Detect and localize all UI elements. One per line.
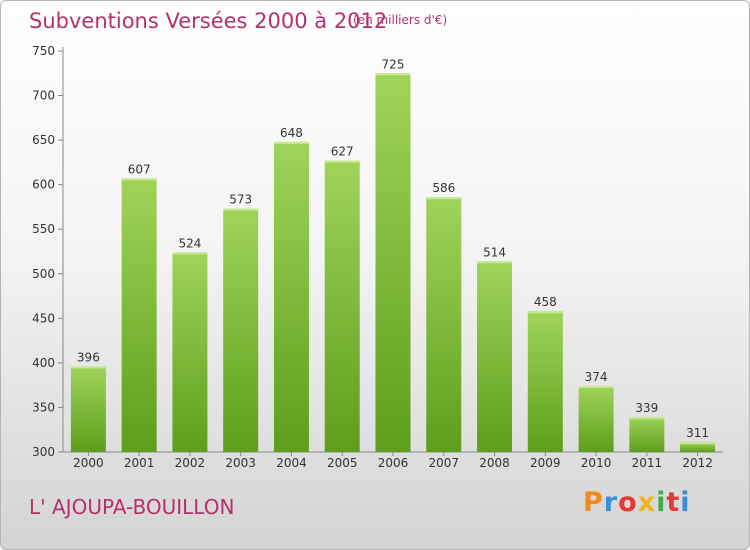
bar-2002 xyxy=(172,252,208,452)
bar-2011 xyxy=(629,417,665,452)
bar-value-label: 586 xyxy=(432,181,455,195)
y-tick-label: 700 xyxy=(32,89,55,103)
y-tick-label: 350 xyxy=(32,400,55,414)
bar-value-label: 524 xyxy=(178,236,201,250)
bar-value-label: 648 xyxy=(280,126,303,140)
x-tick-label: 2005 xyxy=(327,456,358,470)
x-tick-label: 2002 xyxy=(175,456,206,470)
bar-2004 xyxy=(273,141,309,453)
chart-title: Subventions Versées 2000 à 2012 xyxy=(29,9,388,33)
bar-2007 xyxy=(426,197,462,452)
logo-letter: i xyxy=(656,487,667,518)
logo-letter: P xyxy=(583,487,604,518)
logo-letter: i xyxy=(680,487,691,518)
x-tick-label: 2004 xyxy=(276,456,307,470)
bar-value-label: 374 xyxy=(585,370,608,384)
bar-2001 xyxy=(121,178,157,452)
y-tick-label: 500 xyxy=(32,267,55,281)
x-tick-label: 2006 xyxy=(378,456,409,470)
bar-value-label: 339 xyxy=(635,401,658,415)
bar-value-label: 607 xyxy=(128,162,151,176)
bar-2012 xyxy=(680,442,716,452)
bar-2010 xyxy=(578,386,614,452)
x-tick-label: 2008 xyxy=(479,456,510,470)
x-tick-label: 2003 xyxy=(225,456,256,470)
x-tick-label: 2000 xyxy=(73,456,104,470)
bar-value-label: 514 xyxy=(483,245,506,259)
x-tick-label: 2007 xyxy=(428,456,459,470)
y-tick-label: 450 xyxy=(32,311,55,325)
commune-name: L' AJOUPA-BOUILLON xyxy=(29,495,235,519)
bar-2006 xyxy=(375,73,411,453)
proxiti-logo: Proxiti xyxy=(583,487,691,518)
bar-value-label: 458 xyxy=(534,295,557,309)
bar-value-label: 725 xyxy=(382,57,405,71)
logo-letter: x xyxy=(637,487,657,518)
bar-2008 xyxy=(477,261,513,452)
x-tick-label: 2010 xyxy=(581,456,612,470)
bar-value-label: 311 xyxy=(686,426,709,440)
chart-unit-note: (en milliers d'€) xyxy=(353,13,448,27)
bar-value-label: 396 xyxy=(77,350,100,364)
bar-value-label: 627 xyxy=(331,145,354,159)
bar-2009 xyxy=(527,311,563,452)
logo-letter: r xyxy=(603,487,619,518)
logo-letter: o xyxy=(618,487,638,518)
y-tick-label: 600 xyxy=(32,178,55,192)
y-tick-label: 400 xyxy=(32,356,55,370)
bar-2000 xyxy=(70,366,106,452)
bar-2005 xyxy=(324,160,360,452)
bar-value-label: 573 xyxy=(229,193,252,207)
y-tick-label: 550 xyxy=(32,222,55,236)
y-tick-label: 650 xyxy=(32,133,55,147)
x-tick-label: 2012 xyxy=(682,456,713,470)
y-tick-label: 750 xyxy=(32,44,55,58)
x-tick-label: 2009 xyxy=(530,456,561,470)
bar-2003 xyxy=(223,208,259,452)
y-tick-label: 300 xyxy=(32,445,55,459)
x-tick-label: 2011 xyxy=(632,456,663,470)
logo-letter: t xyxy=(666,487,681,518)
x-tick-label: 2001 xyxy=(124,456,155,470)
bar-chart: 300 350 400 450 500 550 600 650 700 750 396 2000 60… xyxy=(32,44,723,470)
